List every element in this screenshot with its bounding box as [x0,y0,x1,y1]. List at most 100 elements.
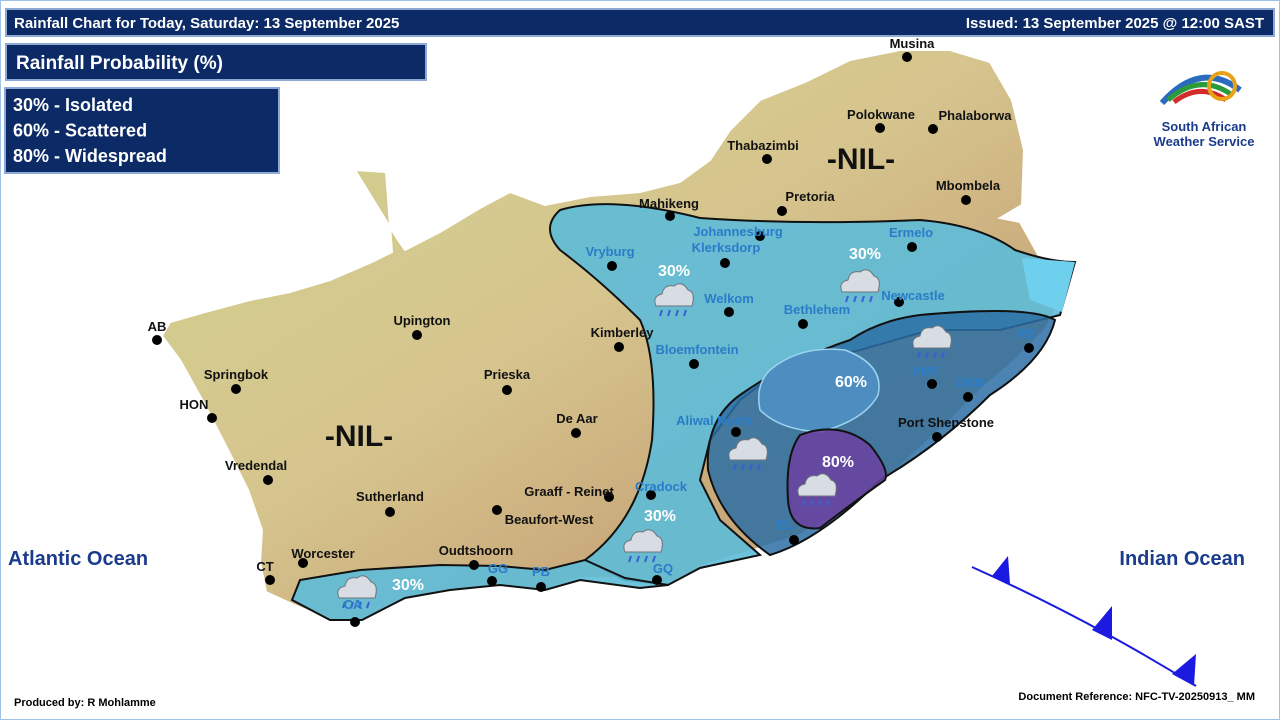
city-label: Worcester [291,546,354,561]
city-dot [762,154,772,164]
cloud [728,437,768,461]
city-dot [604,492,614,502]
city-dot [1024,343,1034,353]
city-dot [502,385,512,395]
rain-drops [342,601,370,609]
city-label: GG [488,561,508,576]
city-dot [607,261,617,271]
city-dot [350,617,360,627]
city-label: Pretoria [785,189,835,204]
rain-icon [337,575,377,609]
region-30-south [290,558,669,621]
rain-icon [840,269,880,303]
city-dot [152,335,162,345]
city-dot [961,195,971,205]
cold-front [971,566,1197,687]
city-dot [777,206,787,216]
city-dot [720,258,730,268]
header-bar [5,8,1275,37]
legend-title: Rainfall Probability (%) [16,53,223,74]
region-label: -NIL- [827,143,895,176]
city-label: Port Shepstone [898,415,994,430]
city-label: Mbombela [936,178,1001,193]
city-label: Ermelo [889,225,933,240]
city-dot [412,330,422,340]
cloud [797,473,837,497]
rain-icon [623,529,663,563]
rain-drops [628,555,656,563]
rain-icon [797,473,837,507]
swaziland-coast [1022,258,1075,312]
city-dot [536,582,546,592]
logo-arc [1166,82,1234,102]
city-label: Vredendal [225,458,287,473]
cloud [654,283,694,307]
city-label: Aliwal North [676,413,752,428]
city-dot [875,123,885,133]
region-label: 30% [849,246,881,263]
city-label: Cradock [635,479,688,494]
legend-item: 80% - Widespread [13,146,167,166]
city-label: CT [256,559,273,574]
city-dot [689,359,699,369]
city-dot [963,392,973,402]
city-dot [665,211,675,221]
city-label: CA [344,597,363,612]
city-label: Phalaborwa [939,108,1013,123]
city-dot [265,575,275,585]
header-title: Rainfall Chart for Today, Saturday: 13 S… [14,15,399,32]
legend-title-box [5,43,427,81]
city-label: PMT [912,364,940,379]
city-dot [894,297,904,307]
city-dot [731,427,741,437]
region-label: 30% [392,577,424,594]
lesotho [758,348,880,433]
city-label: HON [180,397,209,412]
city-dot [652,575,662,585]
city-label: RB [1017,326,1036,341]
city-label: Polokwane [847,107,915,122]
city-label: Sutherland [356,489,424,504]
city-dot [571,428,581,438]
city-label: Klerksdorp [692,240,761,255]
city-dot [928,124,938,134]
city-dot [487,576,497,586]
city-label: GQ [653,561,673,576]
city-dot [614,342,624,352]
city-label: Thabazimbi [727,138,799,153]
city-dot [492,505,502,515]
rain-icon [654,283,694,317]
city-label: DBN [956,375,984,390]
legend-item: 60% - Scattered [13,121,147,141]
city-label: AB [148,319,167,334]
footer-producer: Produced by: R Mohlamme [14,697,156,709]
rain-icon [728,437,768,471]
rain-drops [802,499,830,507]
rain-drops [733,463,761,471]
city-dot [907,242,917,252]
region-label: -NIL- [325,420,393,453]
city-label: Musina [890,36,936,51]
city-dot [263,475,273,485]
region-label: 60% [835,374,867,391]
region-label: 30% [644,508,676,525]
region-label: 30% [658,263,690,280]
city-label: Welkom [704,291,754,306]
city-dot [298,558,308,568]
front-triangles [992,556,1196,686]
city-label: EL [777,517,794,532]
city-label: Bloemfontein [655,342,738,357]
ocean-label: Indian Ocean [1119,548,1245,570]
city-label: Kimberley [591,325,655,340]
city-dot [724,307,734,317]
city-dot [385,507,395,517]
rain-drops [659,309,687,317]
city-label: Vryburg [585,244,634,259]
city-label: Upington [393,313,450,328]
city-label: Graaff - Reinet [524,484,614,499]
city-dot [902,52,912,62]
cloud [623,529,663,553]
city-label: Mahikeng [639,196,699,211]
city-dot [231,384,241,394]
